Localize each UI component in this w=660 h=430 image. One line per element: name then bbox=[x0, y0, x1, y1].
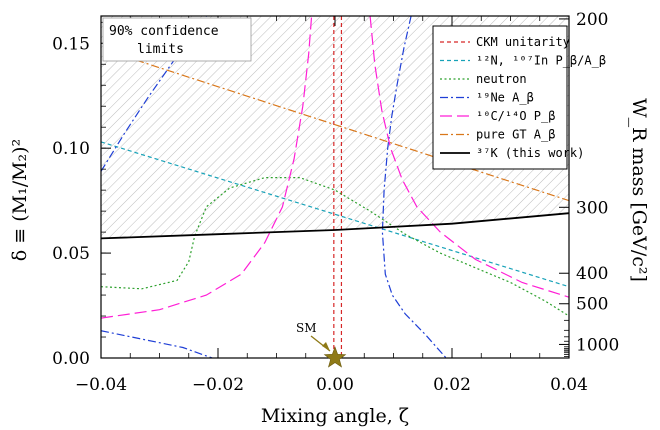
y2-tick-label: 500 bbox=[576, 295, 608, 315]
y2-tick-label: 1000 bbox=[576, 335, 619, 355]
x-tick-label: 0.02 bbox=[433, 375, 471, 395]
y-axis-title: δ ≡ (M₁/M₂)² bbox=[9, 139, 31, 261]
y2-tick-label: 200 bbox=[576, 10, 608, 30]
series-5-path-0 bbox=[135, 59, 569, 202]
x-tick-label: −0.02 bbox=[192, 375, 244, 395]
legend-label-3: ¹⁹Ne A_β bbox=[476, 91, 534, 105]
legend-label-5: pure GT A_β bbox=[476, 128, 555, 142]
legend-label-0: CKM unitarity bbox=[476, 35, 570, 49]
y2-tick-label: 400 bbox=[576, 264, 608, 284]
y2-axis-title: W_R mass [GeV/c²] bbox=[628, 98, 650, 282]
y2-tick-label: 300 bbox=[576, 198, 608, 218]
note-box bbox=[102, 17, 252, 62]
series-4-path-0 bbox=[101, 16, 313, 319]
y-tick-label: 0.05 bbox=[52, 244, 90, 264]
x-tick-label: 0.04 bbox=[550, 375, 588, 395]
x-tick-label: −0.04 bbox=[75, 375, 127, 395]
series-1-path-0 bbox=[101, 141, 569, 288]
legend-label-4: ¹⁰C/¹⁴O P_β bbox=[476, 109, 555, 123]
sm-marker-group: SM bbox=[296, 321, 347, 368]
note-text-line2: limits bbox=[137, 42, 184, 57]
legend-label-6: ³⁷K (this work) bbox=[476, 146, 584, 160]
legend-label-1: ¹²N, ¹⁰⁷In P_β/A_β bbox=[476, 54, 606, 68]
series-2-path-0 bbox=[101, 177, 569, 317]
y-tick-label: 0.00 bbox=[52, 349, 90, 369]
axes-layer: −0.04 −0.02 0.00 0.02 0.04 0.00 0.05 0.10 0.15 20… bbox=[52, 10, 619, 395]
series-4-path-1 bbox=[369, 16, 569, 298]
series-layer bbox=[101, 16, 569, 358]
legend-box bbox=[432, 25, 568, 170]
x-axis-title: Mixing angle, ζ bbox=[261, 405, 409, 427]
series-6-path-0 bbox=[101, 212, 569, 240]
sm-label: SM bbox=[296, 321, 317, 335]
legend-label-2: neutron bbox=[476, 72, 527, 86]
sm-arrow-head bbox=[322, 342, 330, 351]
series-3-path-1 bbox=[101, 330, 213, 358]
y-tick-label: 0.15 bbox=[52, 34, 90, 54]
note-text-line1: 90% confidence bbox=[109, 24, 219, 39]
x-tick-label: 0.00 bbox=[316, 375, 354, 395]
series-3-path-2 bbox=[381, 16, 447, 358]
sm-star-marker bbox=[323, 346, 347, 368]
y-tick-label: 0.10 bbox=[52, 139, 90, 159]
